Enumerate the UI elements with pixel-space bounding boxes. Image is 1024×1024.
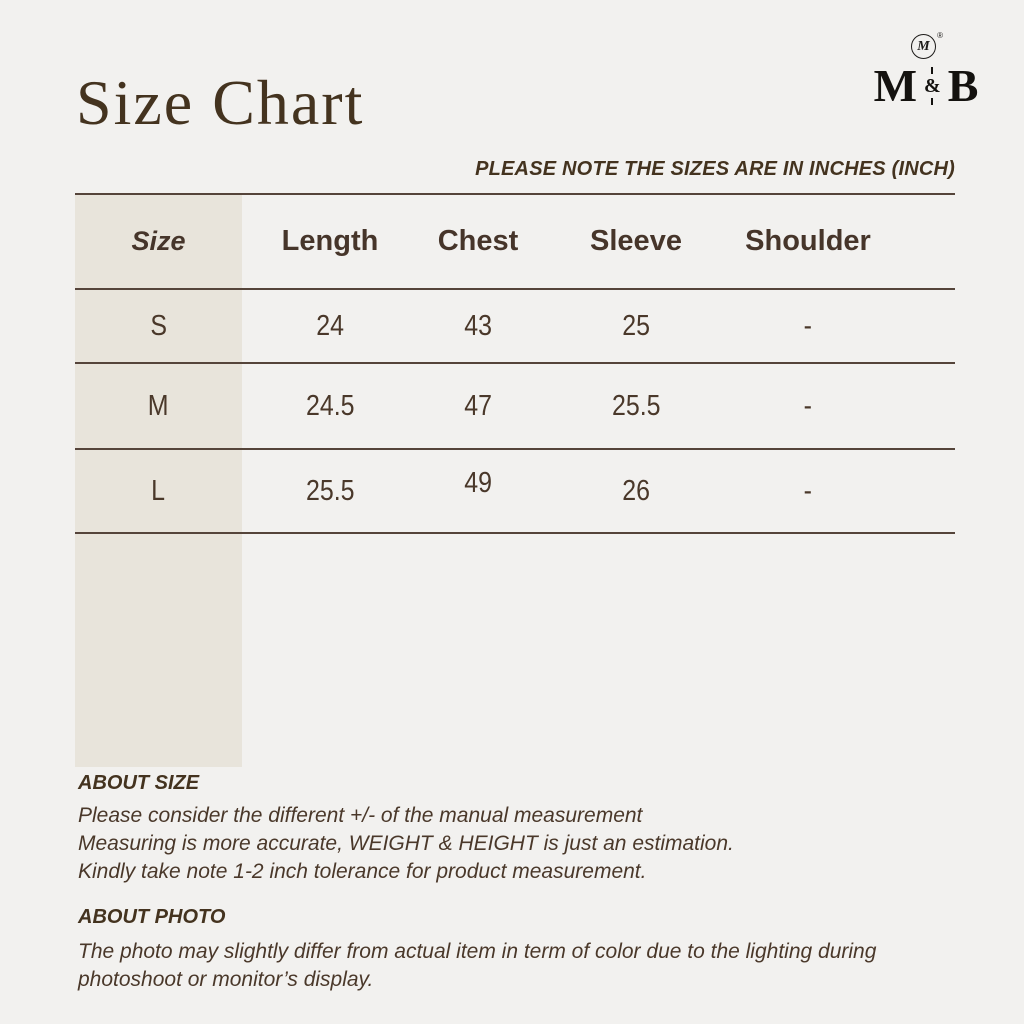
sleeve-value: 25.5 (611, 389, 661, 422)
brand-letter-m: M (873, 60, 918, 111)
about-photo-line-1: The photo may slightly differ from actua… (78, 940, 877, 963)
page-title: Size Chart (76, 67, 365, 138)
brand-logo: M ® M & B (858, 31, 994, 109)
about-size-text: Please consider the different +/- of the… (78, 802, 734, 886)
brand-letter-b: B (947, 60, 979, 111)
shoulder-value: - (803, 474, 813, 507)
shoulder-value: - (803, 389, 813, 422)
cell-length: 24 (242, 310, 418, 343)
cell-size: S (75, 310, 242, 343)
about-photo-text: The photo may slightly differ from actua… (78, 938, 876, 994)
cell-length: 25.5 (242, 475, 418, 508)
cell-shoulder: - (734, 310, 955, 343)
sleeve-value: 26 (622, 474, 650, 507)
size-column-background (75, 195, 242, 767)
brand-ampersand: & (924, 75, 941, 97)
column-header-chest: Chest (437, 225, 519, 257)
column-header-length: Length (281, 225, 379, 257)
cell-chest: 47 (418, 390, 538, 423)
cell-chest: 49 (418, 467, 538, 508)
size-value: S (150, 309, 167, 342)
cell-chest: 43 (418, 310, 538, 343)
brand-ampersand-stack: & (924, 67, 941, 105)
cell-length: 24.5 (242, 390, 418, 423)
length-value: 24.5 (305, 389, 355, 422)
cell-size: L (75, 475, 242, 508)
chest-value: 47 (464, 389, 492, 422)
about-size-line-1: Please consider the different +/- of the… (78, 804, 643, 827)
monogram-circle-icon: M (911, 34, 936, 59)
chest-value: 43 (464, 309, 492, 342)
brand-wordmark: M & B (874, 63, 979, 109)
cell-sleeve: 25.5 (538, 390, 734, 423)
size-value: L (151, 474, 166, 507)
column-header-sleeve: Sleeve (590, 225, 682, 257)
size-chart-table: Size Length Chest Sleeve Shoulder S 24 4… (75, 193, 955, 534)
shoulder-value: - (803, 309, 813, 342)
cell-sleeve: 25 (538, 310, 734, 343)
brand-emblem: M ® (911, 31, 943, 60)
ampersand-dash-bottom (931, 98, 934, 105)
registered-trademark-icon: ® (937, 31, 943, 40)
cell-sleeve: 26 (538, 475, 734, 508)
units-note: PLEASE NOTE THE SIZES ARE IN INCHES (INC… (475, 158, 955, 180)
length-value: 24 (316, 309, 344, 342)
table-row-size-l: L 25.5 49 26 - (75, 450, 955, 534)
table-header-row: Size Length Chest Sleeve Shoulder (75, 195, 955, 290)
about-photo-line-2: photoshoot or monitor’s display. (78, 968, 374, 991)
about-size-heading: ABOUT SIZE (78, 772, 200, 794)
cell-size: M (75, 390, 242, 423)
table-row-size-m: M 24.5 47 25.5 - (75, 364, 955, 450)
cell-shoulder: - (734, 390, 955, 423)
cell-shoulder: - (734, 475, 955, 508)
about-size-line-2: Measuring is more accurate, WEIGHT & HEI… (78, 832, 734, 855)
length-value: 25.5 (305, 474, 355, 507)
sleeve-value: 25 (622, 309, 650, 342)
about-photo-heading: ABOUT PHOTO (78, 906, 226, 928)
chest-value: 49 (464, 466, 492, 499)
about-size-line-3: Kindly take note 1-2 inch tolerance for … (78, 860, 647, 883)
ampersand-dash-top (931, 67, 934, 74)
column-header-size: Size (131, 226, 186, 256)
size-value: M (148, 389, 169, 422)
table-row-size-s: S 24 43 25 - (75, 290, 955, 364)
column-header-shoulder: Shoulder (745, 225, 871, 257)
